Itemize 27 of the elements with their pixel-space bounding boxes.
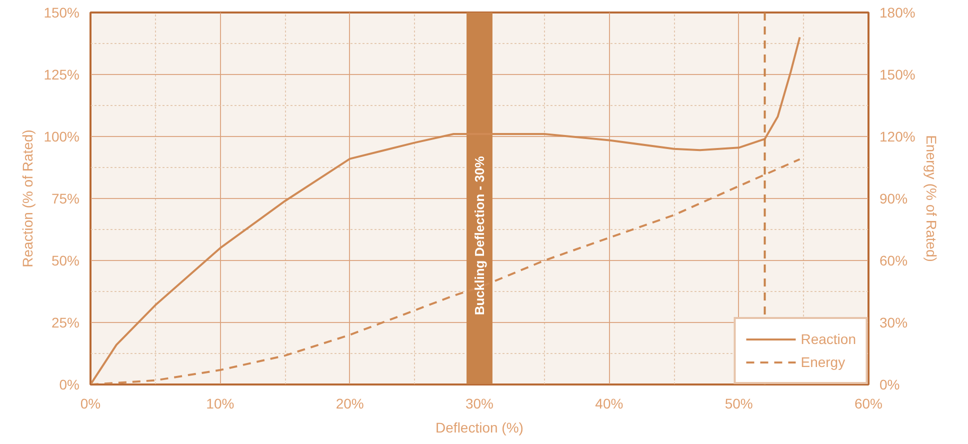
y2-tick-label: 90% — [880, 190, 908, 206]
y2-axis-title: Energy (% of Rated) — [923, 135, 940, 262]
y-tick-label: 75% — [51, 190, 80, 206]
y-tick-label: 25% — [51, 314, 80, 330]
y-tick-label: 125% — [44, 66, 80, 82]
x-axis-title: Deflection (%) — [436, 420, 524, 436]
y2-tick-label: 120% — [880, 128, 916, 144]
y2-tick-label: 180% — [880, 4, 916, 20]
band-label: Buckling Deflection - 30% — [472, 156, 487, 316]
y2-tick-label: 0% — [880, 376, 900, 392]
y-tick-label: 50% — [51, 252, 80, 268]
x-tick-label: 20% — [336, 396, 364, 412]
legend-label: Reaction — [800, 331, 856, 347]
y2-tick-label: 30% — [880, 314, 908, 330]
y-tick-label: 150% — [44, 4, 80, 20]
x-tick-label: 40% — [595, 396, 624, 412]
x-tick-label: 60% — [854, 396, 883, 412]
legend-label: Energy — [800, 354, 846, 370]
x-tick-label: 0% — [80, 396, 101, 412]
y2-tick-label: 60% — [880, 252, 908, 268]
x-tick-label: 50% — [724, 396, 753, 412]
y2-tick-label: 150% — [880, 66, 916, 82]
x-tick-label: 10% — [206, 396, 234, 412]
y-axis-title: Reaction (% of Rated) — [20, 130, 36, 268]
y-tick-label: 0% — [59, 376, 80, 392]
x-tick-label: 30% — [465, 396, 494, 412]
y-tick-label: 100% — [44, 128, 80, 144]
